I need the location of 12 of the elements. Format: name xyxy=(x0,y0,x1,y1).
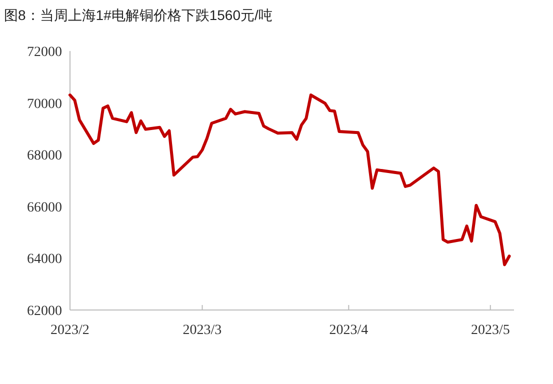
y-tick-label: 66000 xyxy=(27,200,62,216)
x-tick-label: 2023/2 xyxy=(50,323,90,338)
y-tick-label: 68000 xyxy=(27,148,62,164)
y-tick-label: 62000 xyxy=(27,304,62,319)
line-series xyxy=(68,94,511,266)
y-tick-label: 70000 xyxy=(27,96,62,112)
y-tick-label: 64000 xyxy=(27,252,62,268)
x-tick-label: 2023/3 xyxy=(182,323,222,338)
chart-title: 图8：当周上海1#电解铜价格下跌1560元/吨 xyxy=(4,7,272,23)
x-tick-label: 2023/5 xyxy=(470,323,510,338)
x-tick-label: 2023/4 xyxy=(329,323,368,338)
y-tick-label: 72000 xyxy=(27,45,62,60)
